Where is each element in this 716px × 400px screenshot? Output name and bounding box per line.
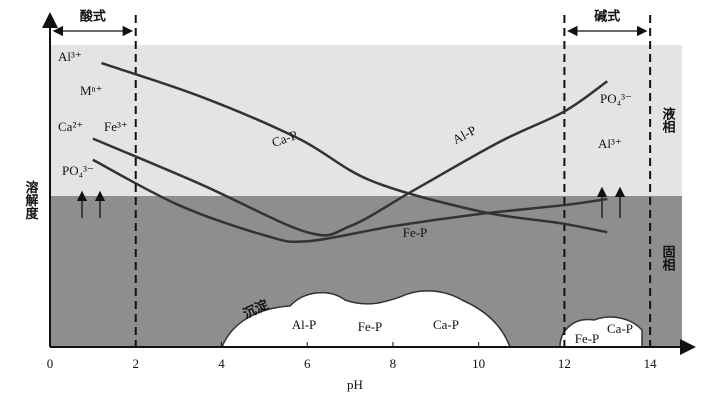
- compound-label: Fe-P: [575, 331, 600, 346]
- curve: [92, 158, 608, 244]
- x-tick-label: 2: [132, 356, 139, 371]
- x-tick-label: 10: [472, 356, 485, 371]
- curve: [101, 61, 608, 234]
- phase-label: 液相: [660, 106, 676, 134]
- phase-label: 固相: [660, 245, 676, 272]
- x-tick-label: 12: [558, 356, 571, 371]
- ion-label: Mⁿ⁺: [80, 83, 103, 98]
- compound-label: Al-P: [292, 317, 317, 332]
- region-label: 碱式: [594, 9, 620, 25]
- ion-label: Al³⁺: [58, 49, 82, 64]
- x-tick-label: 4: [218, 356, 225, 371]
- region-label: 酸式: [80, 9, 106, 25]
- ion-label: PO₄³⁻: [600, 91, 632, 106]
- ion-label: Fe³⁺: [104, 119, 128, 134]
- arrows: [76, 186, 626, 218]
- precipitate-blob: [220, 290, 512, 348]
- liquid-band: [50, 45, 682, 196]
- ion-label: Al³⁺: [598, 136, 622, 151]
- y-axis-label: 溶解度: [23, 180, 40, 221]
- ion-label: Ca²⁺: [58, 119, 83, 134]
- curve: [92, 80, 608, 237]
- x-axis-label: pH: [347, 377, 363, 392]
- x-tick-label: 14: [644, 356, 658, 371]
- compound-label: Ca-P: [433, 317, 459, 332]
- compound-label: Fe-P: [358, 319, 383, 334]
- ion-label: PO₄³⁻: [62, 163, 94, 178]
- x-tick-label: 8: [390, 356, 397, 371]
- x-tick-label: 0: [47, 356, 54, 371]
- x-tick-label: 6: [304, 356, 311, 371]
- compound-label: Ca-P: [607, 321, 633, 336]
- series-label: Fe-P: [403, 225, 428, 240]
